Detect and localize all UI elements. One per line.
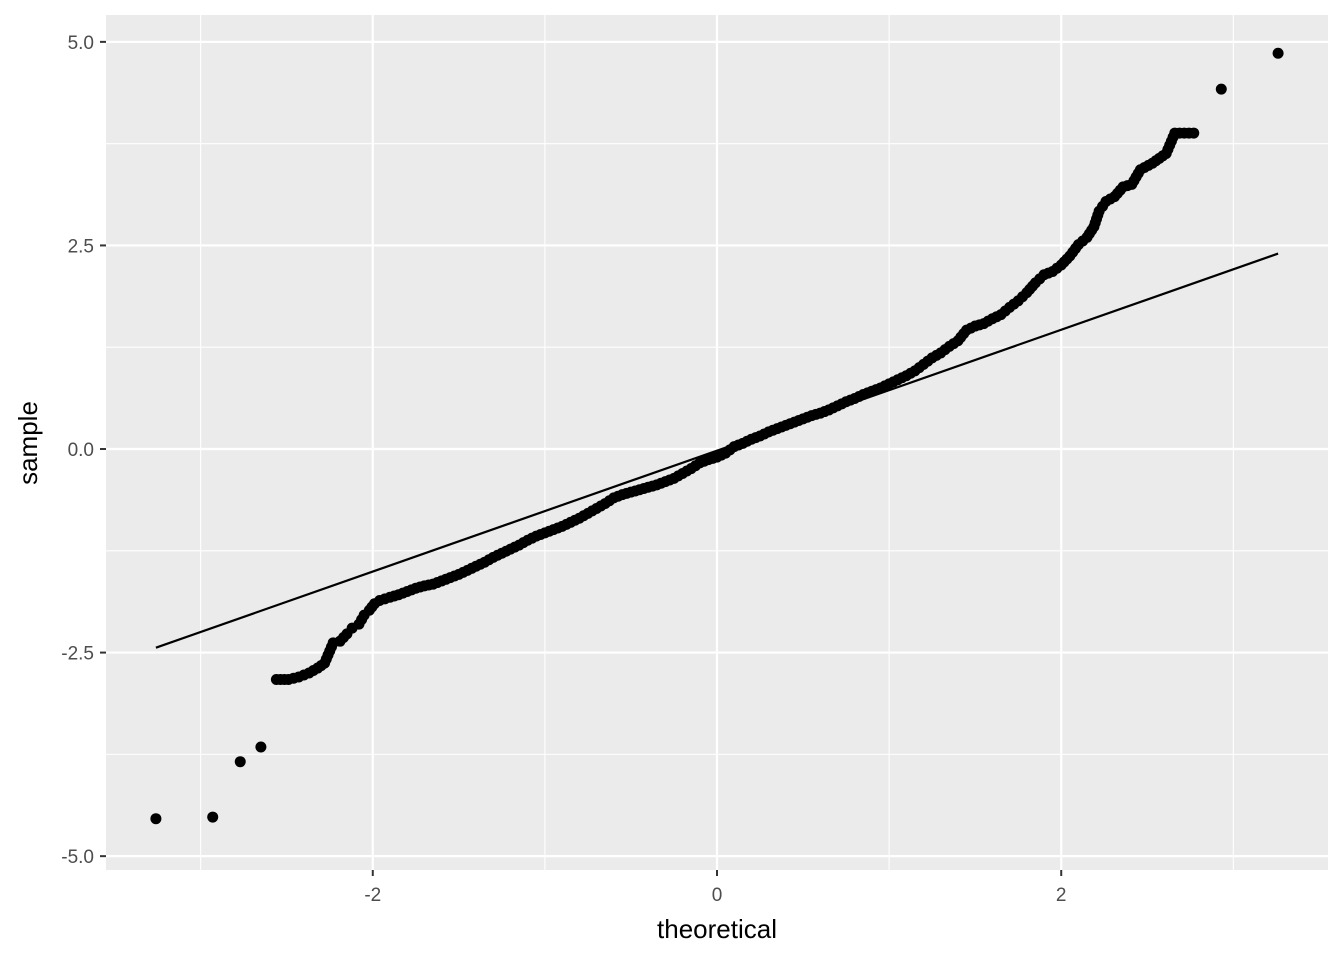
x-tick-label: 0 [712,885,723,906]
sample-point [255,741,267,753]
sample-point [207,811,219,823]
sample-point [1188,127,1200,139]
y-tick-label: 0.0 [68,440,94,461]
y-axis: -5.0 -2.5 0.0 2.5 5.0 [61,33,106,868]
x-axis-title: theoretical [657,914,777,944]
y-tick-label: -5.0 [61,847,94,868]
sample-point [1272,47,1284,59]
sample-point [234,756,246,768]
y-tick-label: -2.5 [61,644,94,665]
major-grid [106,15,1328,870]
y-axis-title: sample [13,401,43,485]
sample-point [150,813,162,825]
x-tick-label: -2 [364,885,381,906]
y-tick-label: 5.0 [68,33,94,54]
reference-line [155,252,1279,649]
sample-points [150,47,1284,825]
x-tick-label: 2 [1056,885,1067,906]
sample-point [1215,83,1227,95]
y-tick-label: 2.5 [68,236,94,257]
x-axis: -2 0 2 [364,870,1067,906]
qq-reference-line [155,252,1279,649]
